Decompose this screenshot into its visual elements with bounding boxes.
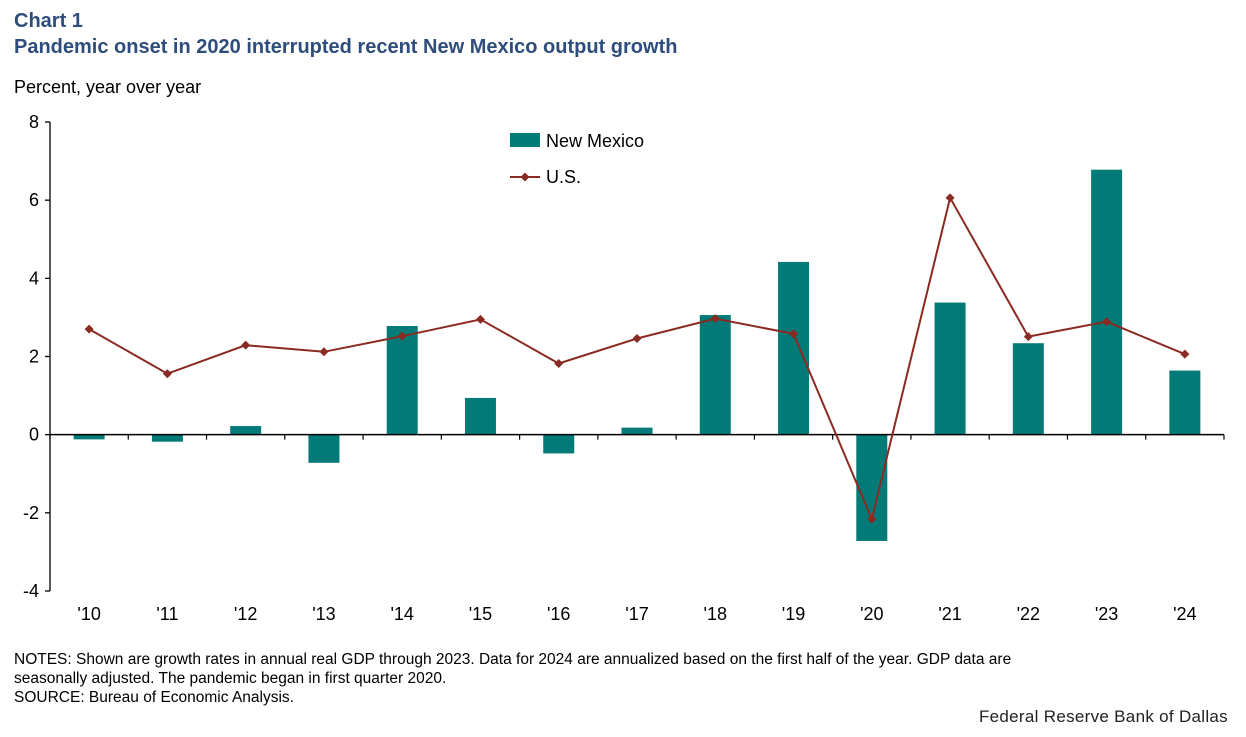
y-tick-label: 4: [29, 268, 39, 288]
y-axis-unit-label: Percent, year over year: [14, 77, 202, 97]
x-tick-label-12: '22: [1017, 604, 1040, 624]
x-tick-label-2: '12: [234, 604, 257, 624]
x-tick-label-6: '16: [547, 604, 570, 624]
point-us-11: [945, 193, 955, 203]
point-us-9: [789, 329, 799, 339]
legend-marker-us: [520, 172, 530, 182]
chart-notes: NOTES: Shown are growth rates in annual …: [14, 650, 1234, 707]
point-us-0: [84, 324, 94, 334]
bar-new-mexico-0: [73, 434, 105, 440]
legend-label-us: U.S.: [546, 167, 581, 187]
x-tick-label-4: '14: [390, 604, 413, 624]
bar-new-mexico-12: [1012, 343, 1044, 435]
publisher-credit: Federal Reserve Bank of Dallas: [978, 707, 1228, 726]
y-tick-label: -4: [23, 581, 39, 601]
y-tick-label: 6: [29, 190, 39, 210]
bar-new-mexico-8: [699, 315, 731, 435]
bar-new-mexico-14: [1169, 370, 1201, 435]
x-tick-label-1: '11: [156, 604, 178, 624]
x-tick-label-3: '13: [312, 604, 335, 624]
y-tick-label: 2: [29, 347, 39, 367]
point-us-4: [397, 331, 407, 341]
x-tick-label-0: '10: [77, 604, 100, 624]
point-us-7: [632, 334, 642, 344]
notes-line-2: seasonally adjusted. The pandemic began …: [14, 670, 447, 687]
x-tick-label-9: '19: [782, 604, 805, 624]
point-us-14: [1180, 349, 1190, 359]
bar-new-mexico-7: [621, 427, 653, 435]
legend-swatch-new-mexico: [510, 133, 540, 147]
chart-number: Chart 1: [14, 10, 83, 32]
source-line: SOURCE: Bureau of Economic Analysis.: [14, 689, 294, 706]
point-us-1: [162, 369, 172, 379]
x-tick-label-14: '24: [1173, 604, 1196, 624]
point-us-8: [710, 314, 720, 324]
bar-new-mexico-13: [1091, 169, 1123, 435]
title-block: Chart 1 Pandemic onset in 2020 interrupt…: [14, 8, 677, 60]
point-us-13: [1102, 317, 1112, 327]
point-us-2: [241, 340, 251, 350]
chart-title: Pandemic onset in 2020 interrupted recen…: [14, 36, 678, 58]
bar-new-mexico-10: [856, 434, 888, 541]
y-tick-label: 0: [29, 425, 39, 445]
bar-new-mexico-1: [151, 434, 183, 442]
point-us-12: [1023, 332, 1033, 342]
point-us-5: [475, 314, 485, 324]
point-us-10: [867, 514, 877, 524]
bar-new-mexico-5: [464, 397, 496, 435]
point-us-6: [554, 359, 564, 369]
x-tick-label-10: '20: [860, 604, 883, 624]
bar-new-mexico-9: [778, 261, 810, 435]
x-tick-label-13: '23: [1095, 604, 1118, 624]
point-us-3: [319, 347, 329, 357]
x-tick-label-8: '18: [704, 604, 727, 624]
bar-new-mexico-2: [230, 426, 262, 435]
legend-label-new-mexico: New Mexico: [546, 131, 644, 151]
bar-new-mexico-3: [308, 434, 340, 463]
y-tick-label: -2: [23, 503, 39, 523]
x-tick-label-5: '15: [469, 604, 492, 624]
bar-new-mexico-6: [543, 434, 575, 454]
bar-new-mexico-11: [934, 302, 966, 435]
bar-new-mexico-4: [386, 326, 418, 435]
y-tick-label: 8: [29, 112, 39, 132]
x-tick-label-7: '17: [625, 604, 648, 624]
x-tick-label-11: '21: [938, 604, 961, 624]
notes-line-1: NOTES: Shown are growth rates in annual …: [14, 651, 1012, 668]
